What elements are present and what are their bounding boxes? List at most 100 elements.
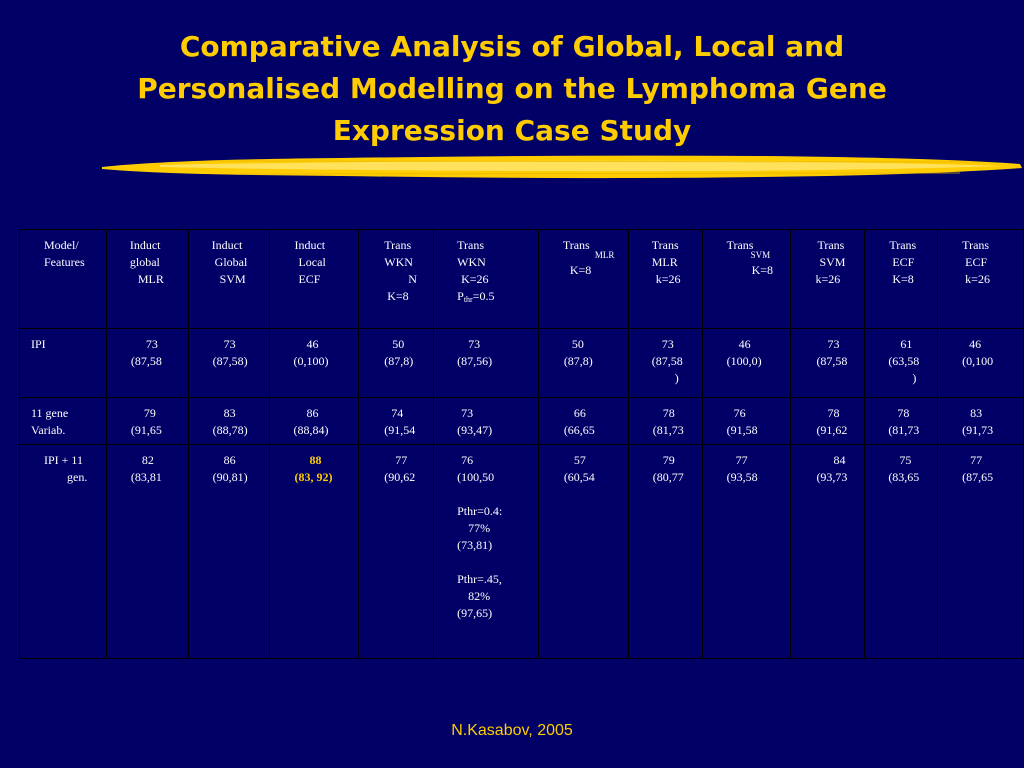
table-cell: 73 (93,47) bbox=[433, 397, 539, 445]
superscript-text: SVM bbox=[750, 250, 771, 260]
table-cell: 83 (88,78) bbox=[187, 397, 271, 445]
cell-text: k=26 bbox=[655, 272, 681, 286]
row-label-cell: 11 gene Variab. bbox=[19, 397, 107, 445]
cell-text: =0.5 bbox=[472, 289, 495, 303]
cell-value: 61 bbox=[900, 337, 913, 351]
cell-value: 78 bbox=[662, 406, 675, 420]
cell-range: (100,0) bbox=[726, 354, 762, 368]
cell-text: P bbox=[457, 289, 464, 303]
cell-value: 79 bbox=[662, 453, 675, 467]
cell-value: 46 bbox=[738, 337, 751, 351]
table-cell: 73 (87,58) bbox=[187, 328, 271, 398]
cell-text: K=8 bbox=[751, 263, 774, 277]
cell-text: Induct bbox=[294, 238, 326, 252]
table-cell: 77 (87,65 bbox=[937, 444, 1024, 659]
brush-stroke-divider bbox=[102, 155, 1022, 179]
cell-value: 83 bbox=[970, 406, 983, 420]
cell-value: 76 bbox=[733, 406, 746, 420]
cell-value: 74 bbox=[391, 406, 404, 420]
table-cell: 78 (81,73 bbox=[627, 397, 703, 445]
cell-range: (87,8) bbox=[563, 354, 593, 368]
cell-note: 77% bbox=[468, 521, 491, 535]
superscript-text: MLR bbox=[594, 250, 615, 260]
table-cell: 73 (87,58 bbox=[790, 328, 866, 398]
cell-range: (91,54 bbox=[384, 423, 416, 437]
cell-text: K=8 bbox=[569, 263, 592, 277]
cell-text: Trans bbox=[726, 238, 754, 252]
header-cell: Trans SVM K=8 bbox=[701, 229, 792, 329]
table-row-ipi: IPI 73 (87,58 73 (87,58) 46 (0,100) 50 (87,8… bbox=[19, 328, 1024, 398]
table-cell: 61 (63,58) bbox=[864, 328, 939, 398]
cell-text: ECF bbox=[965, 255, 988, 269]
cell-value: 82 bbox=[141, 453, 154, 467]
cell-range: (81,73 bbox=[888, 423, 920, 437]
cell-value: 50 bbox=[392, 337, 405, 351]
subscript-text: thr bbox=[463, 295, 473, 304]
cell-text: Trans bbox=[384, 238, 412, 252]
header-cell: Trans SVM k=26 bbox=[790, 229, 866, 329]
cell-text: WKN bbox=[457, 255, 486, 269]
row-label: IPI bbox=[31, 337, 46, 351]
cell-range: (90,81) bbox=[212, 470, 248, 484]
cell-range: (0,100 bbox=[962, 354, 994, 368]
cell-text: global bbox=[129, 255, 160, 269]
cell-value: 57 bbox=[573, 453, 586, 467]
table-cell: 75 (83,65 bbox=[864, 444, 939, 659]
cell-value: 75 bbox=[899, 453, 912, 467]
cell-range: (87,56) bbox=[457, 354, 493, 368]
cell-range: (91,62 bbox=[816, 423, 848, 437]
cell-note: 82% bbox=[468, 589, 491, 603]
table-cell: 78 (81,73 bbox=[864, 397, 939, 445]
table-cell: 66 (66,65 bbox=[537, 397, 629, 445]
superscript-line: MLR bbox=[545, 247, 624, 268]
table-cell: 77 (93,58 bbox=[701, 444, 792, 659]
cell-value: 73 bbox=[661, 337, 674, 351]
table-cell: 73 (87,58) bbox=[627, 328, 703, 398]
cell-note: Pthr=0.4: bbox=[457, 504, 503, 518]
cell-text: MLR bbox=[651, 255, 678, 269]
table-cell: 79 (91,65 bbox=[105, 397, 189, 445]
cell-range-highlighted: (83, 92) bbox=[294, 470, 333, 484]
table-cell: 50 (87,8) bbox=[537, 328, 629, 398]
cell-value: 73 bbox=[468, 337, 481, 351]
cell-text: Trans bbox=[457, 238, 485, 252]
cell-value: 86 bbox=[306, 406, 319, 420]
table-cell: 46 (0,100) bbox=[269, 328, 360, 398]
cell-value: 77 bbox=[735, 453, 748, 467]
header-cell: Induct global MLR bbox=[105, 229, 189, 329]
cell-value: 73 bbox=[461, 406, 474, 420]
cell-range: (87,58 bbox=[651, 354, 683, 368]
cell-value: 84 bbox=[833, 453, 846, 467]
table-cell: 78 (91,62 bbox=[790, 397, 866, 445]
header-cell: Trans WKN K=26 Pthr=0.5 bbox=[433, 229, 539, 329]
table-cell: 79 (80,77 bbox=[627, 444, 703, 659]
header-cell: Trans ECF k=26 bbox=[937, 229, 1024, 329]
row-label: gen. bbox=[67, 470, 88, 484]
cell-range: (87,58 bbox=[130, 354, 162, 368]
header-cell: Trans MLR K=8 bbox=[537, 229, 629, 329]
cell-text: Trans bbox=[817, 238, 845, 252]
cell-text: ECF bbox=[298, 272, 321, 286]
cell-text: Local bbox=[298, 255, 326, 269]
cell-text: Trans bbox=[889, 238, 917, 252]
cell-range: (63,58 bbox=[888, 354, 920, 368]
cell-range: (60,54 bbox=[563, 470, 595, 484]
cell-range: (83,65 bbox=[888, 470, 920, 484]
header-cell: Trans ECF K=8 bbox=[864, 229, 939, 329]
cell-range: (88,78) bbox=[212, 423, 248, 437]
cell-range: (87,65 bbox=[962, 470, 994, 484]
table-cell: 77 (90,62 bbox=[358, 444, 435, 659]
cell-value: 46 bbox=[306, 337, 319, 351]
table-cell: 46 (100,0) bbox=[701, 328, 792, 398]
cell-text: SVM bbox=[819, 255, 846, 269]
title-line: Expression Case Study bbox=[332, 114, 692, 147]
p-threshold-label: Pthr=0.5 bbox=[440, 288, 534, 308]
cell-value: 73 bbox=[827, 337, 840, 351]
cell-range: (90,62 bbox=[384, 470, 416, 484]
row-label-cell: IPI bbox=[19, 328, 107, 398]
cell-value: 76 bbox=[461, 453, 474, 467]
cell-text: Induct bbox=[129, 238, 161, 252]
header-cell: Model/ Features bbox=[19, 229, 107, 329]
table-cell-best-result: 88 (83, 92) bbox=[269, 444, 360, 659]
table-row-11-gene: 11 gene Variab. 79 (91,65 83 (88,78) 86 (88,… bbox=[19, 397, 1024, 445]
